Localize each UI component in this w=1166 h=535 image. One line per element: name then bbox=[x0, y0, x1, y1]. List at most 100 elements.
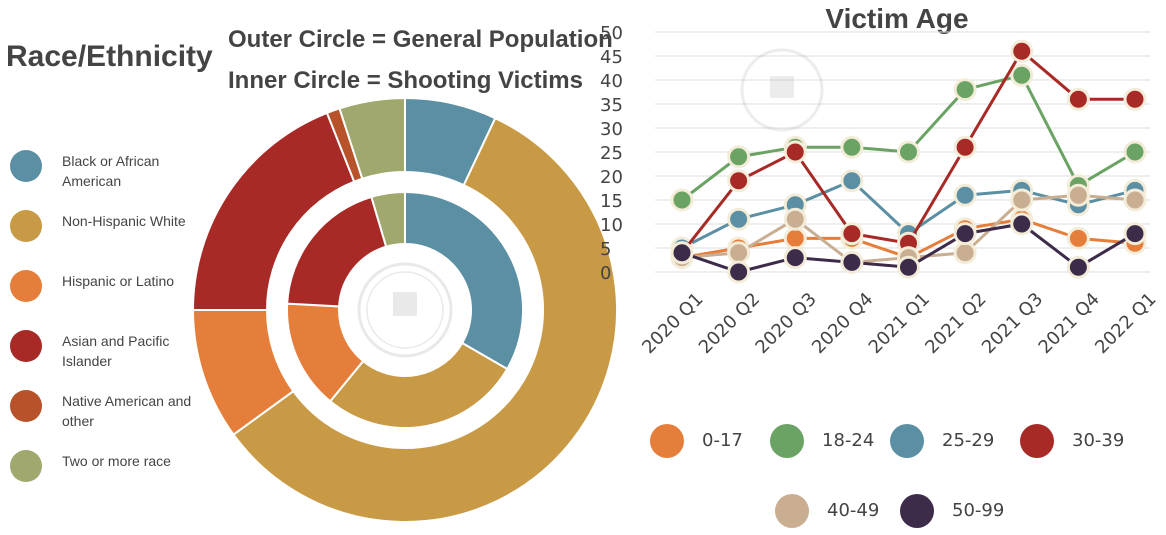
age-legend: 0-17 18-24 25-29 30-39 40-49 50-99 bbox=[650, 420, 1160, 530]
data-point bbox=[1066, 255, 1090, 279]
y-axis-ticks: 0 5 10 15 20 25 30 35 40 45 50 bbox=[600, 23, 623, 284]
y-tick-label: 5 bbox=[600, 239, 611, 260]
race-legend-label: Two or more race bbox=[62, 453, 171, 469]
line-series bbox=[670, 212, 1147, 284]
data-point bbox=[727, 207, 751, 231]
y-tick-label: 45 bbox=[600, 47, 623, 68]
data-point bbox=[783, 246, 807, 270]
data-point bbox=[727, 145, 751, 169]
age-legend-label: 0-17 bbox=[702, 430, 743, 451]
race-legend-label: Non-Hispanic White bbox=[62, 213, 186, 229]
inner-circle-subtitle: Inner Circle = Shooting Victims bbox=[228, 67, 583, 94]
data-point bbox=[897, 255, 920, 279]
x-tick-label: 2021 Q3 bbox=[978, 289, 1047, 358]
data-point bbox=[670, 241, 694, 265]
y-tick-label: 20 bbox=[600, 167, 623, 188]
x-tick-label: 2020 Q4 bbox=[808, 289, 877, 358]
data-point bbox=[1010, 63, 1034, 87]
data-point bbox=[840, 169, 864, 193]
y-tick-label: 25 bbox=[600, 143, 623, 164]
x-tick-label: 2022 Q1 bbox=[1091, 289, 1160, 358]
inner-ring-shooting-victims bbox=[286, 190, 524, 429]
age-legend-label: 30-39 bbox=[1072, 430, 1125, 451]
data-point bbox=[840, 250, 864, 274]
outer-circle-subtitle: Outer Circle = General Population bbox=[228, 26, 613, 53]
y-tick-label: 30 bbox=[600, 119, 623, 140]
data-point bbox=[953, 241, 977, 265]
data-point bbox=[1010, 188, 1034, 212]
data-point bbox=[1010, 212, 1034, 236]
data-point bbox=[727, 241, 751, 265]
race-legend-item: Two or more race bbox=[10, 448, 210, 492]
x-tick-label: 2021 Q1 bbox=[865, 289, 934, 358]
race-legend-swatch bbox=[10, 150, 42, 182]
line-series-group bbox=[670, 39, 1147, 284]
king-county-watermark-icon bbox=[740, 48, 824, 132]
data-point bbox=[1066, 226, 1090, 250]
data-point bbox=[953, 222, 977, 246]
x-tick-label: 2021 Q4 bbox=[1035, 289, 1104, 358]
data-point bbox=[953, 135, 977, 159]
king-county-watermark-icon bbox=[357, 262, 453, 358]
race-legend-swatch bbox=[10, 210, 42, 242]
race-legend-item: Native American and other bbox=[10, 388, 210, 432]
age-legend-label: 25-29 bbox=[942, 430, 995, 451]
data-point bbox=[727, 260, 751, 284]
data-point bbox=[1010, 39, 1034, 63]
x-tick-label: 2020 Q3 bbox=[751, 289, 820, 358]
y-tick-label: 0 bbox=[600, 263, 611, 284]
race-legend-item: Non-Hispanic White bbox=[10, 208, 210, 252]
data-point bbox=[670, 188, 694, 212]
outer-ring-general-population bbox=[191, 96, 618, 523]
race-legend-swatch bbox=[10, 270, 42, 302]
data-point bbox=[727, 169, 751, 193]
data-point bbox=[1123, 140, 1147, 164]
donut-slice bbox=[286, 195, 388, 308]
race-legend-swatch bbox=[10, 450, 42, 482]
data-point bbox=[953, 78, 977, 102]
age-legend-swatch bbox=[770, 424, 804, 458]
race-legend-swatch bbox=[10, 330, 42, 362]
donut-slice bbox=[338, 96, 406, 181]
age-legend-swatch bbox=[890, 424, 924, 458]
donut-slice bbox=[370, 190, 406, 248]
data-point bbox=[1123, 222, 1147, 246]
race-legend-swatch bbox=[10, 390, 42, 422]
donut-slice bbox=[232, 116, 618, 523]
race-legend-label: Native American and other bbox=[62, 393, 192, 429]
data-point bbox=[1123, 87, 1147, 111]
data-point bbox=[897, 140, 920, 164]
data-point bbox=[783, 140, 807, 164]
data-point bbox=[1123, 188, 1147, 212]
donut-slice bbox=[328, 341, 509, 429]
age-legend-label: 18-24 bbox=[822, 430, 875, 451]
race-legend-label: Black or African American bbox=[62, 153, 160, 189]
age-legend-swatch bbox=[900, 494, 934, 528]
race-donut-chart bbox=[191, 96, 618, 523]
race-legend-item: Hispanic or Latino bbox=[10, 268, 210, 312]
y-tick-label: 40 bbox=[600, 71, 623, 92]
age-legend-swatch bbox=[650, 424, 684, 458]
race-legend-item: Black or African American bbox=[10, 148, 210, 192]
data-point bbox=[840, 222, 864, 246]
age-legend-label: 40-49 bbox=[827, 500, 880, 521]
x-tick-label: 2020 Q1 bbox=[638, 289, 707, 358]
age-legend-label: 50-99 bbox=[952, 500, 1005, 521]
y-tick-label: 10 bbox=[600, 215, 623, 236]
data-point bbox=[840, 135, 864, 159]
y-tick-label: 35 bbox=[600, 95, 623, 116]
data-point bbox=[1066, 183, 1090, 207]
data-point bbox=[953, 183, 977, 207]
x-tick-label: 2020 Q2 bbox=[695, 289, 764, 358]
race-legend-item: Asian and Pacific Islander bbox=[10, 328, 210, 372]
data-point bbox=[783, 226, 807, 250]
data-point bbox=[783, 207, 807, 231]
age-legend-swatch bbox=[775, 494, 809, 528]
victim-age-title: Victim Age bbox=[825, 3, 968, 34]
y-tick-label: 50 bbox=[600, 23, 623, 44]
race-legend-label: Hispanic or Latino bbox=[62, 273, 175, 289]
race-ethnicity-title: Race/Ethnicity bbox=[6, 40, 213, 73]
age-legend-swatch bbox=[1020, 424, 1054, 458]
